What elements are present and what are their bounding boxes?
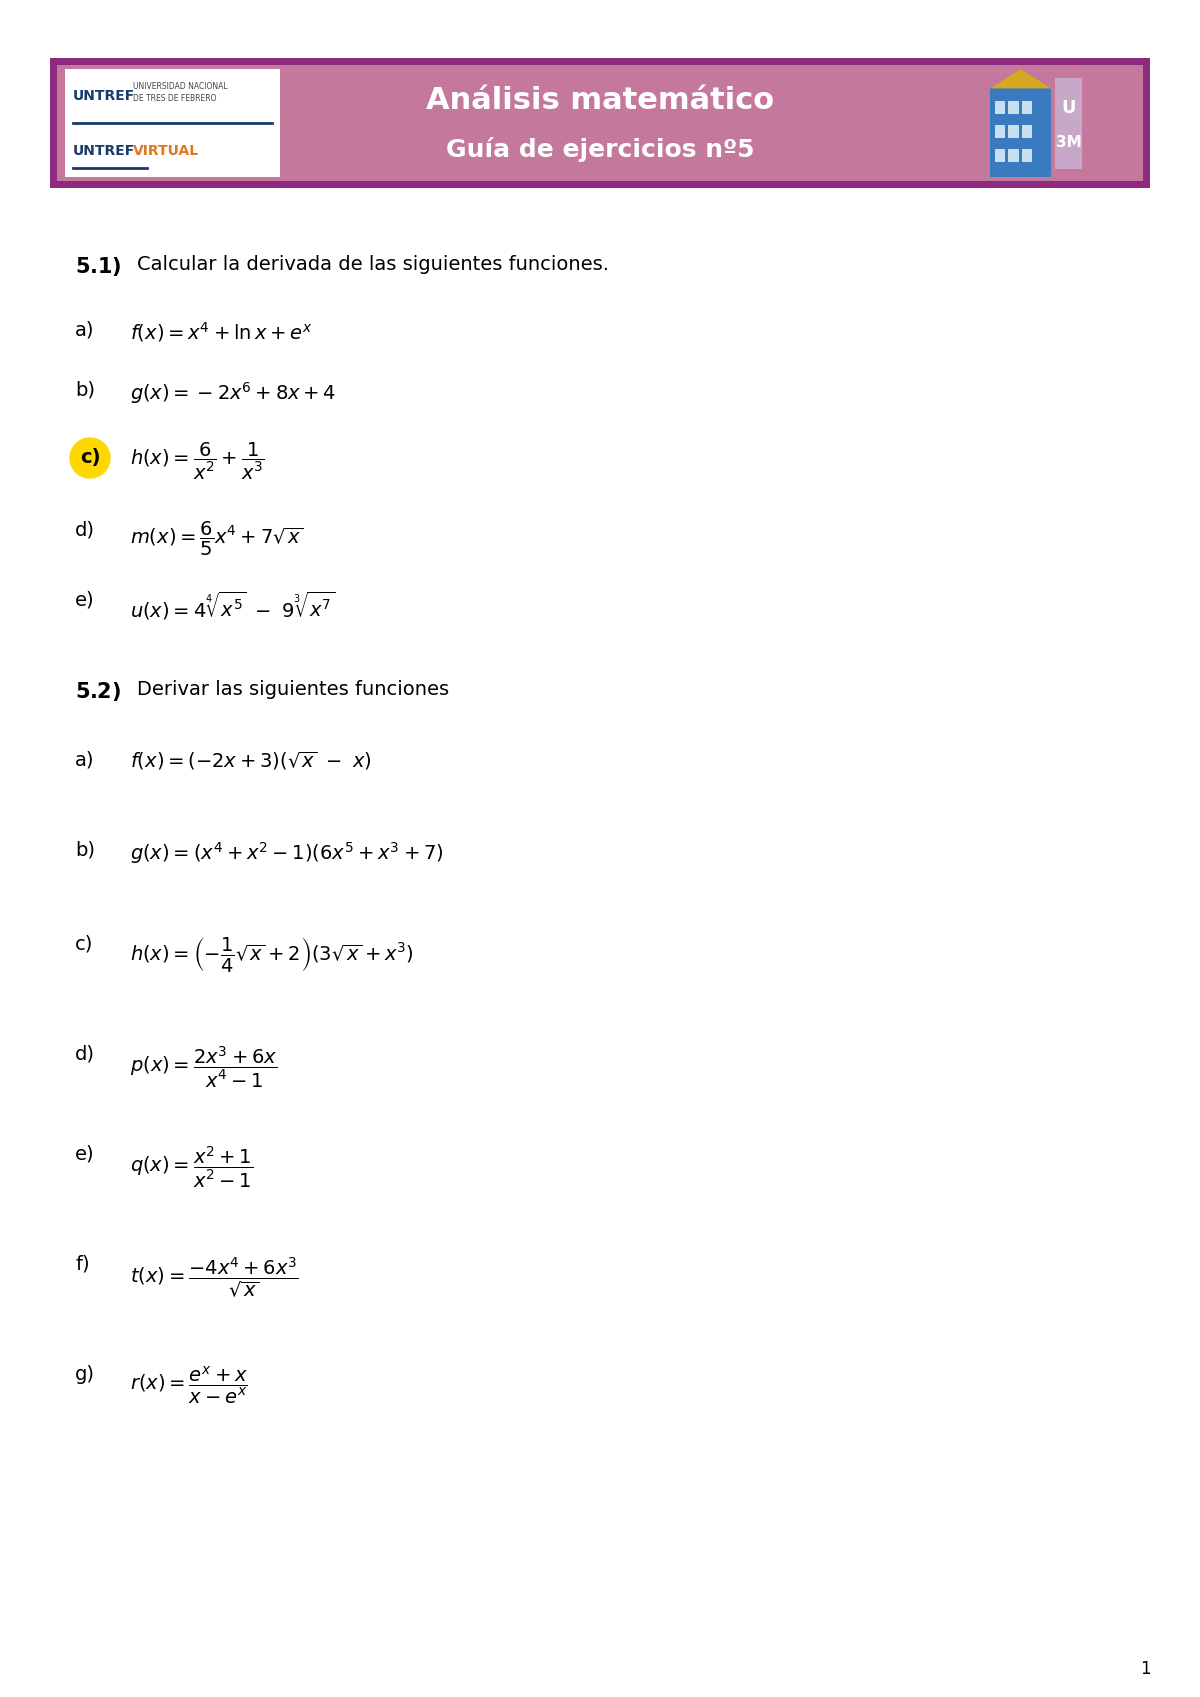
Text: $r\left(x\right)=\dfrac{e^{x}+x}{x-e^{x}}$: $r\left(x\right)=\dfrac{e^{x}+x}{x-e^{x}…: [130, 1364, 248, 1407]
Bar: [995, 126, 1006, 137]
Text: $t\left(x\right)=\dfrac{-4x^{4}+6x^{3}}{\sqrt{x}}$: $t\left(x\right)=\dfrac{-4x^{4}+6x^{3}}{…: [130, 1256, 299, 1300]
Bar: [1008, 126, 1019, 137]
Text: $f\left(x\right)=x^{4}+\ln x+e^{x}$: $f\left(x\right)=x^{4}+\ln x+e^{x}$: [130, 321, 313, 344]
Bar: [1022, 102, 1032, 114]
Bar: [50, 58, 1150, 188]
Text: U: U: [1062, 98, 1076, 117]
Text: $f\left(x\right)=\left(-2x+3\right)\left(\sqrt{x}\ -\ x\right)$: $f\left(x\right)=\left(-2x+3\right)\left…: [130, 750, 372, 772]
Text: $p\left(x\right)=\dfrac{2x^{3}+6x}{x^{4}-1}$: $p\left(x\right)=\dfrac{2x^{3}+6x}{x^{4}…: [130, 1045, 277, 1091]
Text: c): c): [80, 448, 101, 467]
Bar: [995, 149, 1006, 161]
Text: a): a): [74, 321, 95, 339]
Bar: [990, 88, 1051, 176]
Text: VIRTUAL: VIRTUAL: [133, 144, 199, 158]
Text: g): g): [74, 1364, 95, 1385]
Text: Guía de ejercicios nº5: Guía de ejercicios nº5: [445, 136, 755, 161]
Text: d): d): [74, 1045, 95, 1064]
Text: c): c): [74, 935, 94, 954]
Bar: [995, 102, 1006, 114]
Bar: [1055, 78, 1082, 170]
Text: $m\left(x\right)=\dfrac{6}{5}x^{4}+7\sqrt{x}$: $m\left(x\right)=\dfrac{6}{5}x^{4}+7\sqr…: [130, 519, 304, 558]
Text: $q\left(x\right)=\dfrac{x^{2}+1}{x^{2}-1}$: $q\left(x\right)=\dfrac{x^{2}+1}{x^{2}-1…: [130, 1145, 253, 1191]
Text: $u\left(x\right)=4\sqrt[4]{x^{5}}\ -\ 9\sqrt[3]{x^{7}}$: $u\left(x\right)=4\sqrt[4]{x^{5}}\ -\ 9\…: [130, 591, 335, 623]
Text: Derivar las siguientes funciones: Derivar las siguientes funciones: [137, 680, 449, 699]
Circle shape: [70, 438, 110, 479]
Bar: [65, 70, 280, 176]
Text: $g\left(x\right)=-2x^{6}+8x+4$: $g\left(x\right)=-2x^{6}+8x+4$: [130, 380, 336, 406]
Polygon shape: [990, 70, 1051, 88]
Text: 3M: 3M: [1056, 136, 1081, 149]
Bar: [1008, 149, 1019, 161]
Bar: [1022, 126, 1032, 137]
Bar: [1022, 149, 1032, 161]
Bar: [58, 64, 1142, 182]
Text: $h\left(x\right)=\dfrac{6}{x^{2}}+\dfrac{1}{x^{3}}$: $h\left(x\right)=\dfrac{6}{x^{2}}+\dfrac…: [130, 440, 265, 482]
Text: UNIVERSIDAD NACIONAL
DE TRES DE FEBRERO: UNIVERSIDAD NACIONAL DE TRES DE FEBRERO: [133, 83, 228, 104]
Text: e): e): [74, 591, 95, 609]
Text: $\mathbf{5.1)}$: $\mathbf{5.1)}$: [74, 255, 121, 278]
Text: d): d): [74, 519, 95, 540]
Text: b): b): [74, 380, 95, 399]
Text: UNTREF: UNTREF: [73, 88, 136, 104]
Text: e): e): [74, 1145, 95, 1164]
Text: Calcular la derivada de las siguientes funciones.: Calcular la derivada de las siguientes f…: [137, 255, 610, 273]
Text: $\mathbf{5.2)}$: $\mathbf{5.2)}$: [74, 680, 121, 703]
Text: $h\left(x\right)=\left(-\dfrac{1}{4}\sqrt{x}+2\right)\left(3\sqrt{x}+x^{3}\right: $h\left(x\right)=\left(-\dfrac{1}{4}\sqr…: [130, 935, 414, 974]
Text: $g\left(x\right)=\left(x^{4}+x^{2}-1\right)\left(6x^{5}+x^{3}+7\right)$: $g\left(x\right)=\left(x^{4}+x^{2}-1\rig…: [130, 840, 444, 865]
Text: a): a): [74, 750, 95, 769]
Text: UNTREF: UNTREF: [73, 144, 136, 158]
Text: f): f): [74, 1256, 90, 1274]
Text: Análisis matemático: Análisis matemático: [426, 87, 774, 115]
Bar: [1008, 102, 1019, 114]
Text: b): b): [74, 840, 95, 859]
Text: 1: 1: [1140, 1660, 1151, 1678]
